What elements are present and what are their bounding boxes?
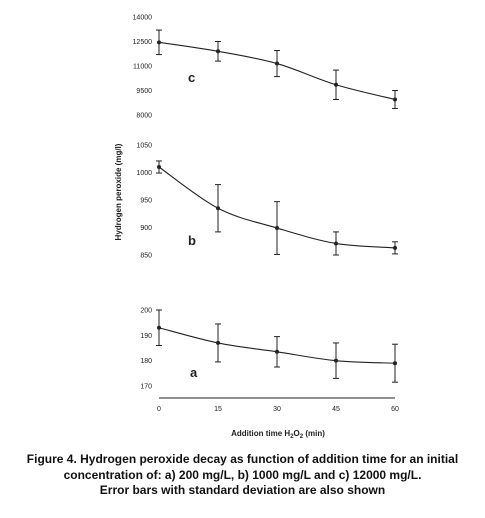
figure-chart: Hydrogen peroxide (mg/l) Addition time H… bbox=[114, 15, 399, 441]
data-point bbox=[393, 245, 397, 250]
data-point bbox=[216, 340, 220, 345]
y-tick-label: 180 bbox=[140, 358, 152, 365]
data-point bbox=[157, 40, 161, 45]
x-axis-label: Addition time H2O2 (min) bbox=[231, 429, 325, 440]
caption-line-2: concentration of: a) 200 mg/L, b) 1000 m… bbox=[63, 467, 422, 482]
caption-line-3: Error bars with standard deviation are a… bbox=[99, 483, 386, 497]
data-point bbox=[334, 241, 338, 246]
y-tick-label: 850 bbox=[140, 253, 152, 260]
y-tick-label: 190 bbox=[140, 333, 152, 340]
y-tick-label: 900 bbox=[140, 225, 152, 232]
x-tick-label: 0 bbox=[157, 406, 161, 413]
data-point bbox=[393, 97, 397, 102]
y-tick-label: 170 bbox=[140, 384, 152, 391]
x-tick-label: 30 bbox=[273, 406, 281, 413]
data-point bbox=[157, 325, 161, 330]
y-axis-label: Hydrogen peroxide (mg/l) bbox=[114, 143, 123, 240]
data-point bbox=[216, 206, 220, 211]
data-point bbox=[275, 349, 279, 354]
data-point bbox=[275, 226, 279, 231]
y-tick-label: 12500 bbox=[133, 39, 153, 46]
data-point bbox=[275, 61, 279, 66]
panel-label-a: a bbox=[190, 365, 198, 380]
y-tick-label: 9500 bbox=[136, 88, 152, 95]
panel-label-b: b bbox=[188, 233, 196, 248]
x-tick-label: 15 bbox=[214, 406, 222, 413]
y-tick-label: 950 bbox=[140, 198, 152, 205]
y-tick-label: 1000 bbox=[136, 170, 152, 177]
y-tick-label: 14000 bbox=[133, 15, 153, 22]
data-point bbox=[393, 361, 397, 366]
y-tick-label: 200 bbox=[140, 308, 152, 315]
y-tick-label: 8000 bbox=[136, 113, 152, 120]
panel-label-c: c bbox=[188, 70, 195, 85]
y-tick-label: 11000 bbox=[133, 64, 152, 71]
data-point bbox=[334, 82, 338, 87]
data-point bbox=[157, 165, 161, 169]
caption-line-1: Figure 4. Hydrogen peroxide decay as fun… bbox=[26, 452, 459, 466]
x-tick-label: 45 bbox=[332, 406, 340, 413]
y-tick-label: 1050 bbox=[136, 143, 152, 150]
figure-caption: Figure 4. Hydrogen peroxide decay as fun… bbox=[0, 452, 485, 499]
data-point bbox=[216, 49, 220, 54]
data-point bbox=[334, 358, 338, 363]
x-tick-label: 60 bbox=[391, 406, 399, 413]
